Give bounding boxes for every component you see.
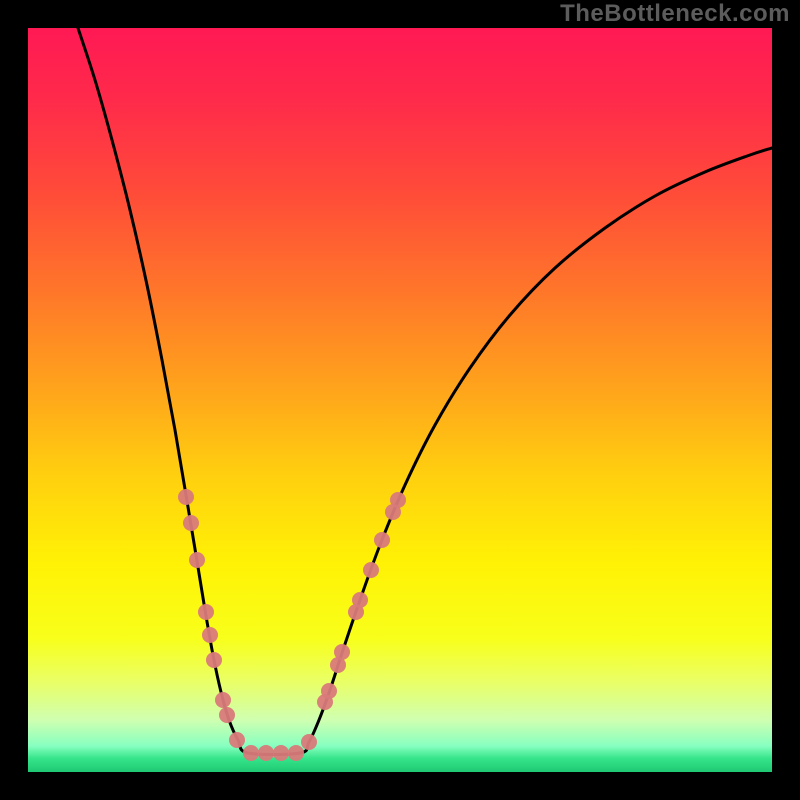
marker-point (202, 627, 218, 643)
plot-area (28, 28, 772, 772)
watermark-text: TheBottleneck.com (560, 0, 790, 28)
marker-point (301, 734, 317, 750)
marker-point (189, 552, 205, 568)
marker-point (229, 732, 245, 748)
marker-point (352, 592, 368, 608)
marker-point (178, 489, 194, 505)
marker-point (258, 745, 274, 761)
chart-svg (28, 28, 772, 772)
marker-point (219, 707, 235, 723)
marker-point (198, 604, 214, 620)
marker-point (288, 745, 304, 761)
bottleneck-curve (78, 28, 772, 755)
marker-point (363, 562, 379, 578)
marker-point (243, 745, 259, 761)
marker-point (374, 532, 390, 548)
marker-point (215, 692, 231, 708)
marker-point (206, 652, 222, 668)
marker-point (273, 745, 289, 761)
marker-group (178, 489, 406, 761)
marker-point (390, 492, 406, 508)
marker-point (183, 515, 199, 531)
marker-point (321, 683, 337, 699)
marker-point (334, 644, 350, 660)
chart-container: TheBottleneck.com (0, 0, 800, 800)
